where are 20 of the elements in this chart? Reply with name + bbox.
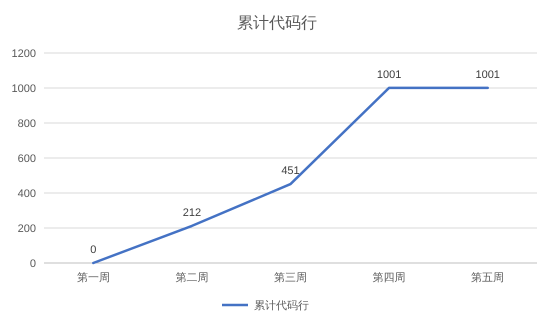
y-tick-label: 0 xyxy=(30,258,36,270)
data-label: 212 xyxy=(182,206,202,219)
y-tick-label: 200 xyxy=(18,223,36,235)
line-series xyxy=(92,86,489,264)
x-tick-label: 第二周 xyxy=(175,272,208,284)
data-label: 0 xyxy=(90,244,96,256)
data-label: 451 xyxy=(281,165,300,178)
legend-label: 累计代码行 xyxy=(254,299,309,312)
data-label: 1001 xyxy=(475,68,500,81)
y-tick-label: 800 xyxy=(18,118,36,130)
chart-title: 累计代码行 xyxy=(237,14,317,32)
x-tick-label: 第一周 xyxy=(76,272,110,284)
x-tick-label: 第五周 xyxy=(471,272,504,284)
y-tick-label: 1000 xyxy=(12,83,36,95)
x-tick-label: 第四周 xyxy=(372,272,406,284)
x-tick-label: 第三周 xyxy=(274,272,307,284)
y-tick-label: 400 xyxy=(18,188,36,200)
y-tick-label: 1200 xyxy=(12,48,36,60)
data-label: 1001 xyxy=(376,68,402,81)
y-tick-label: 600 xyxy=(18,153,36,165)
